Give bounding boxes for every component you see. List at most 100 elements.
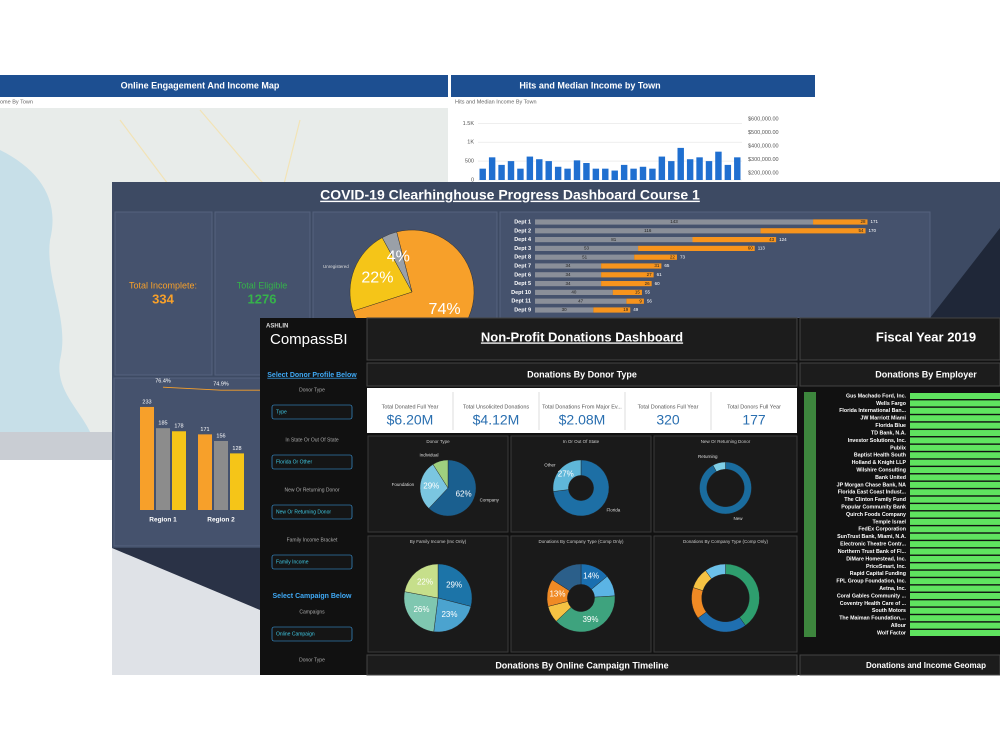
segment-label: 34 bbox=[566, 263, 572, 268]
pie-slice bbox=[404, 563, 439, 599]
bar bbox=[140, 406, 154, 510]
pie-slice bbox=[705, 563, 726, 580]
back-footer bbox=[0, 432, 112, 460]
total-label: 171 bbox=[871, 219, 879, 224]
employer-name: Quirch Foods Company bbox=[846, 512, 906, 518]
segment-label: 31 bbox=[654, 263, 660, 268]
kpi-label: Total Donors Full Year bbox=[727, 404, 781, 410]
total-label: 73 bbox=[680, 254, 686, 259]
segment-label: 34 bbox=[566, 281, 572, 286]
filter-label: New Or Returning Donor bbox=[284, 487, 339, 493]
kpi-value: $6.20M bbox=[387, 412, 434, 428]
employer-bar bbox=[910, 630, 1000, 636]
bar-segment bbox=[535, 281, 602, 287]
slice-name: Other bbox=[544, 463, 556, 468]
slice-label: 74% bbox=[429, 301, 461, 318]
employer-scroll[interactable] bbox=[804, 392, 816, 637]
filter-box[interactable] bbox=[271, 626, 353, 642]
pie-slice bbox=[432, 459, 449, 489]
chart-title: In Or Out Of State bbox=[563, 439, 600, 444]
dept-name: Dept 9 bbox=[514, 307, 531, 313]
map-ocean bbox=[0, 150, 90, 432]
employer-bar bbox=[910, 444, 1000, 451]
employer-bar bbox=[910, 578, 1000, 585]
bar bbox=[554, 166, 562, 180]
fiscal-bar bbox=[799, 317, 1000, 361]
employer-name: TD Bank, N.A. bbox=[871, 430, 907, 436]
bar bbox=[677, 147, 684, 180]
bar bbox=[583, 163, 590, 180]
pie-slice bbox=[349, 237, 413, 312]
bar-segment bbox=[535, 298, 627, 304]
hits-chart: 0 500 1K 1.5K $200,000.00 $300,000.00 $400,000… bbox=[463, 116, 779, 183]
dept-name: Dept 1 bbox=[514, 219, 531, 225]
segment-label: 54 bbox=[859, 228, 865, 233]
section-bar bbox=[366, 362, 798, 387]
slice-label: 26% bbox=[413, 605, 429, 614]
kpi-label: Total Unsolicited Donations bbox=[463, 404, 530, 410]
bar bbox=[156, 428, 170, 510]
employer-name: Allour bbox=[891, 623, 906, 629]
employer-bar bbox=[910, 400, 1000, 407]
pie-slice bbox=[437, 563, 473, 607]
filter-box[interactable] bbox=[271, 504, 353, 520]
map-header bbox=[0, 75, 448, 97]
employer-name: Florida East Coast Indust... bbox=[838, 490, 907, 496]
employer-bar bbox=[910, 430, 1000, 437]
employer-name: Temple Israel bbox=[873, 519, 907, 525]
employer-bar bbox=[910, 422, 1000, 429]
segment-label: 26 bbox=[645, 281, 651, 286]
segment-label: 34 bbox=[566, 272, 572, 277]
y2-tick-label: $500,000.00 bbox=[748, 130, 779, 136]
employer-bar bbox=[910, 570, 1000, 577]
segment-label: 51 bbox=[582, 254, 588, 259]
filter-box[interactable] bbox=[271, 454, 353, 470]
bar bbox=[545, 161, 552, 180]
covid-footer-diagonal bbox=[112, 548, 260, 610]
slice-name: Company bbox=[480, 498, 500, 503]
chart-header bbox=[451, 75, 815, 97]
filter-box[interactable] bbox=[271, 404, 353, 420]
bar-segment bbox=[692, 237, 777, 243]
y2-tick-label: $200,000.00 bbox=[748, 171, 779, 177]
bar-label: 128 bbox=[232, 446, 241, 452]
timeline-title: Donations By Online Campaign Timeline bbox=[495, 660, 668, 670]
bar-segment bbox=[535, 307, 594, 313]
employer-name: FedEx Corporation bbox=[858, 527, 906, 533]
chart-card bbox=[367, 535, 509, 653]
map-title: Online Engagement And Income Map bbox=[121, 80, 280, 90]
employer-name: Florida International Ban... bbox=[839, 408, 906, 414]
kpi-value: 177 bbox=[742, 412, 766, 428]
chart-title: Hits and Median Income by Town bbox=[519, 80, 660, 90]
kpi-label: Total Incomplete: bbox=[129, 280, 197, 290]
employer-bar bbox=[910, 563, 1000, 570]
employer-name: SunTrust Bank, Miami, N.A. bbox=[837, 534, 906, 540]
slice-label: 29% bbox=[423, 482, 439, 491]
total-label: 56 bbox=[647, 298, 653, 303]
bar bbox=[602, 168, 609, 180]
bar bbox=[696, 157, 703, 180]
bar bbox=[705, 161, 713, 180]
employer-name: The Clinton Family Fund bbox=[844, 497, 906, 503]
employer-name: South Motors bbox=[872, 608, 906, 614]
filter-box[interactable] bbox=[271, 554, 353, 570]
dept-name: Dept 11 bbox=[511, 299, 531, 305]
bar bbox=[649, 168, 656, 180]
employer-bar bbox=[910, 622, 1000, 629]
bar bbox=[573, 160, 581, 180]
employer-name: Coventry Health Care of ... bbox=[840, 601, 907, 607]
pie-slice bbox=[552, 563, 582, 591]
employer-bar bbox=[799, 362, 1000, 387]
segment-label: 143 bbox=[670, 219, 678, 224]
segment-label: 30 bbox=[562, 307, 568, 312]
total-label: 65 bbox=[664, 263, 670, 268]
pie-slice bbox=[552, 459, 582, 492]
bar-segment bbox=[760, 228, 866, 234]
bar-segment bbox=[601, 281, 652, 287]
employer-bar bbox=[910, 533, 1000, 540]
bar-label: 185 bbox=[158, 421, 167, 427]
section-title: Donations By Donor Type bbox=[527, 369, 637, 379]
covid-diagonal bbox=[930, 228, 1000, 318]
employer-bar bbox=[910, 452, 1000, 459]
